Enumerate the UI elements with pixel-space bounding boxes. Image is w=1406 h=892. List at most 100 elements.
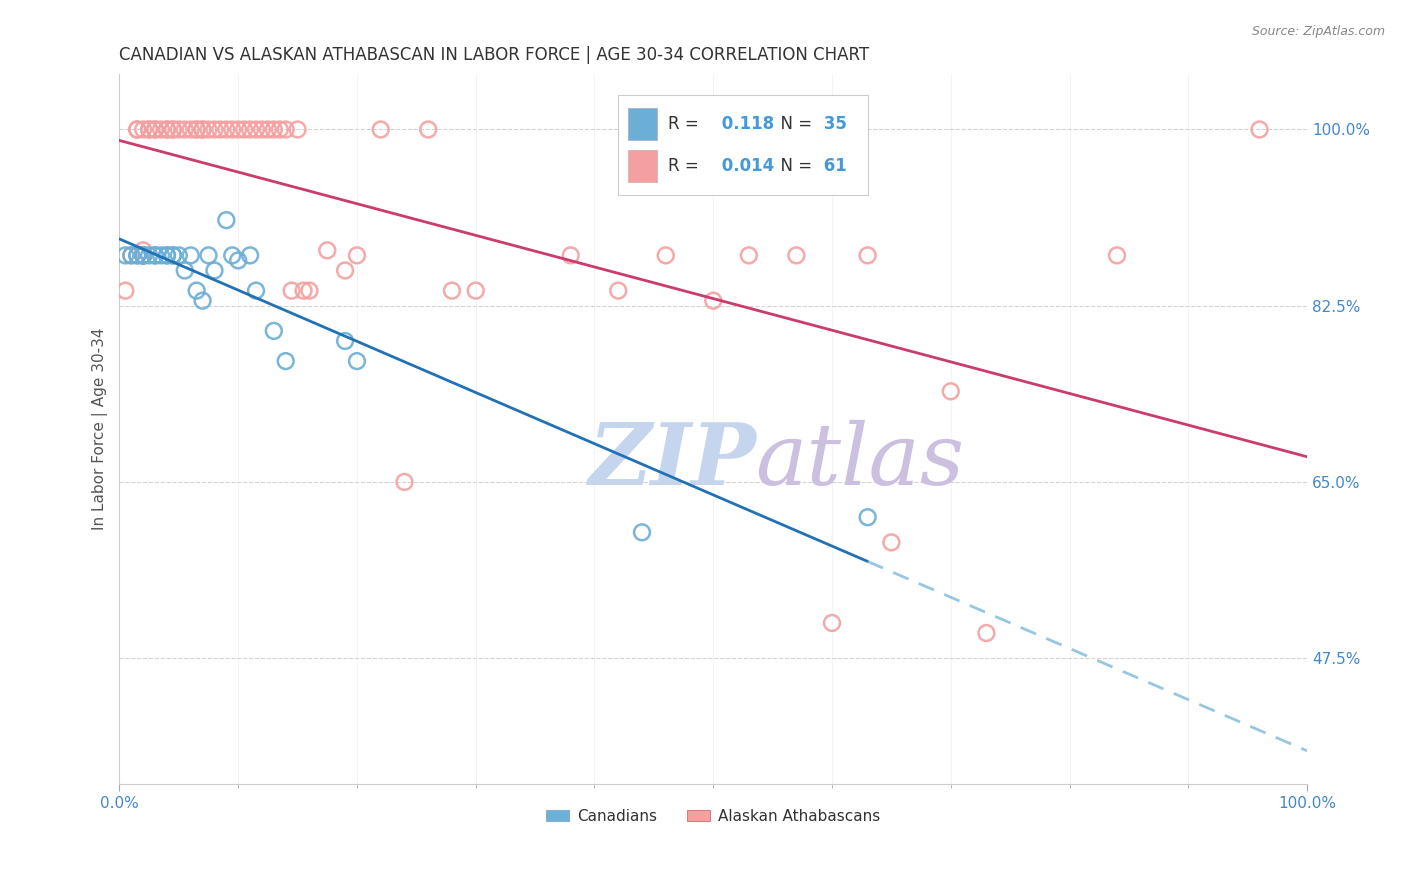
- Point: [221, 248, 243, 262]
- Text: N =: N =: [770, 115, 813, 133]
- Point: [167, 122, 190, 136]
- Point: [263, 122, 285, 136]
- Point: [821, 615, 844, 630]
- Point: [226, 122, 249, 136]
- Point: [120, 248, 142, 262]
- Point: [191, 122, 214, 136]
- Point: [785, 248, 807, 262]
- Point: [143, 248, 166, 262]
- Point: [298, 284, 321, 298]
- Point: [245, 284, 267, 298]
- Point: [226, 253, 249, 268]
- Point: [156, 248, 179, 262]
- Point: [440, 284, 463, 298]
- Point: [280, 284, 302, 298]
- Point: [173, 122, 195, 136]
- Text: CANADIAN VS ALASKAN ATHABASCAN IN LABOR FORCE | AGE 30-34 CORRELATION CHART: CANADIAN VS ALASKAN ATHABASCAN IN LABOR …: [120, 46, 869, 64]
- Point: [418, 122, 440, 136]
- Point: [607, 284, 630, 298]
- Point: [333, 334, 356, 348]
- Point: [856, 248, 879, 262]
- Point: [239, 122, 262, 136]
- Point: [560, 248, 582, 262]
- Point: [127, 248, 149, 262]
- Point: [250, 122, 273, 136]
- Point: [1105, 248, 1128, 262]
- Point: [215, 213, 238, 227]
- Point: [370, 122, 392, 136]
- Point: [204, 263, 226, 277]
- Point: [738, 248, 761, 262]
- Legend: Canadians, Alaskan Athabascans: Canadians, Alaskan Athabascans: [540, 803, 886, 830]
- Point: [132, 244, 155, 258]
- Point: [132, 248, 155, 262]
- Point: [346, 248, 368, 262]
- Text: 35: 35: [818, 115, 846, 133]
- Point: [209, 122, 232, 136]
- FancyBboxPatch shape: [619, 95, 868, 194]
- Point: [114, 284, 136, 298]
- Point: [156, 122, 179, 136]
- Point: [394, 475, 416, 489]
- Point: [274, 122, 297, 136]
- Point: [186, 284, 208, 298]
- Point: [287, 122, 309, 136]
- Point: [316, 244, 339, 258]
- Point: [173, 263, 195, 277]
- Point: [939, 384, 962, 399]
- Point: [239, 248, 262, 262]
- Point: [333, 263, 356, 277]
- Point: [856, 510, 879, 524]
- FancyBboxPatch shape: [627, 108, 658, 140]
- Point: [233, 122, 256, 136]
- Point: [274, 354, 297, 368]
- Point: [180, 248, 202, 262]
- Point: [150, 248, 173, 262]
- Point: [132, 248, 155, 262]
- Point: [464, 284, 486, 298]
- Point: [702, 293, 724, 308]
- Text: atlas: atlas: [755, 420, 965, 502]
- Point: [127, 122, 149, 136]
- Point: [245, 122, 267, 136]
- Point: [204, 122, 226, 136]
- Point: [263, 324, 285, 338]
- Point: [186, 122, 208, 136]
- Point: [292, 284, 315, 298]
- Point: [132, 248, 155, 262]
- Text: ZIP: ZIP: [589, 419, 756, 503]
- Point: [162, 122, 184, 136]
- Point: [269, 122, 291, 136]
- Point: [132, 248, 155, 262]
- Point: [150, 122, 173, 136]
- FancyBboxPatch shape: [627, 151, 658, 182]
- Point: [162, 248, 184, 262]
- Text: R =: R =: [668, 157, 699, 176]
- Point: [191, 293, 214, 308]
- Text: 61: 61: [818, 157, 846, 176]
- Point: [143, 122, 166, 136]
- Y-axis label: In Labor Force | Age 30-34: In Labor Force | Age 30-34: [93, 328, 108, 531]
- Text: N =: N =: [770, 157, 813, 176]
- Point: [138, 248, 160, 262]
- Text: 0.118: 0.118: [716, 115, 773, 133]
- Point: [143, 248, 166, 262]
- Point: [132, 248, 155, 262]
- Point: [156, 248, 179, 262]
- Point: [215, 122, 238, 136]
- Point: [132, 122, 155, 136]
- Point: [143, 122, 166, 136]
- Point: [631, 525, 654, 540]
- Point: [127, 122, 149, 136]
- Point: [257, 122, 280, 136]
- Text: R =: R =: [668, 115, 699, 133]
- Point: [654, 248, 676, 262]
- Text: 0.014: 0.014: [716, 157, 773, 176]
- Point: [197, 248, 219, 262]
- Point: [120, 248, 142, 262]
- Point: [162, 122, 184, 136]
- Point: [880, 535, 903, 549]
- Point: [114, 248, 136, 262]
- Text: Source: ZipAtlas.com: Source: ZipAtlas.com: [1251, 25, 1385, 38]
- Point: [346, 354, 368, 368]
